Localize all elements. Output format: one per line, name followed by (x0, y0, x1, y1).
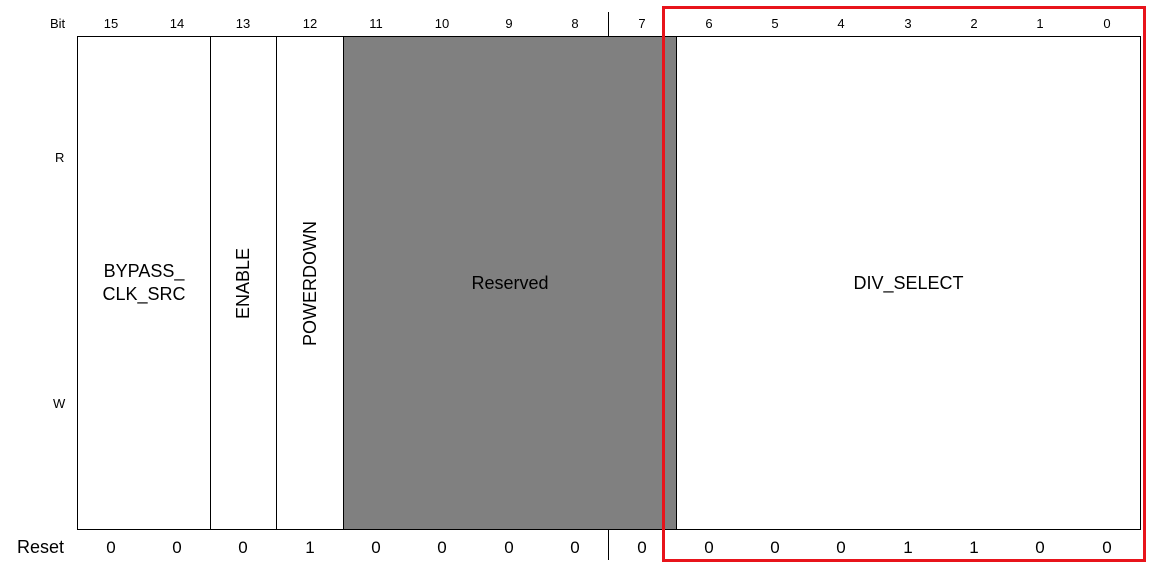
bit-row-label: Bit (50, 16, 66, 31)
bit-number: 8 (571, 16, 579, 31)
reset-value: 0 (437, 538, 447, 557)
field-label-bypass-clk-src: BYPASS_ CLK_SRC (102, 261, 186, 304)
reset-value: 1 (305, 538, 315, 557)
bit-number: 0 (1103, 16, 1111, 31)
read-row-label: R (55, 150, 65, 165)
reset-row-label: Reset (17, 537, 65, 557)
field-label-enable: ENABLE (233, 247, 254, 319)
write-row-label: W (53, 396, 66, 411)
byte-divider-top (608, 12, 609, 36)
reset-value: 0 (504, 538, 514, 557)
bit-number: 9 (505, 16, 513, 31)
bit-number: 13 (235, 16, 251, 31)
bit-number: 6 (705, 16, 713, 31)
reset-value: 0 (570, 538, 580, 557)
reset-value: 1 (903, 538, 913, 557)
reset-value: 0 (704, 538, 714, 557)
reset-value: 0 (172, 538, 182, 557)
field-div-select: DIV_SELECT (676, 36, 1141, 530)
reset-value: 0 (836, 538, 846, 557)
reset-value: 0 (238, 538, 248, 557)
reset-value: 1 (969, 538, 979, 557)
reset-value: 0 (371, 538, 381, 557)
bit-number: 10 (434, 16, 450, 31)
reset-value: 0 (1035, 538, 1045, 557)
field-reserved: Reserved (343, 36, 677, 530)
bit-number: 11 (369, 16, 383, 31)
field-label-powerdown: POWERDOWN (299, 220, 320, 346)
bit-number: 15 (103, 16, 119, 31)
byte-divider-bottom (608, 530, 609, 560)
field-label-div-select: DIV_SELECT (853, 272, 964, 293)
field-enable: ENABLE (210, 36, 277, 530)
bit-number: 14 (169, 16, 185, 31)
field-bypass-clk-src: BYPASS_ CLK_SRC (77, 36, 211, 530)
bit-number: 2 (970, 16, 978, 31)
bit-number: 12 (302, 16, 318, 31)
div-select-highlight-box (662, 6, 1146, 562)
reset-value: 0 (106, 538, 116, 557)
field-powerdown: POWERDOWN (276, 36, 344, 530)
bit-number: 5 (771, 16, 779, 31)
bit-number: 3 (904, 16, 912, 31)
bit-number: 1 (1036, 16, 1044, 31)
bit-number: 7 (638, 16, 646, 31)
bit-number: 4 (837, 16, 845, 31)
field-label-reserved: Reserved (471, 272, 549, 293)
reset-value: 0 (637, 538, 647, 557)
reset-value: 0 (770, 538, 780, 557)
reset-value: 0 (1102, 538, 1112, 557)
